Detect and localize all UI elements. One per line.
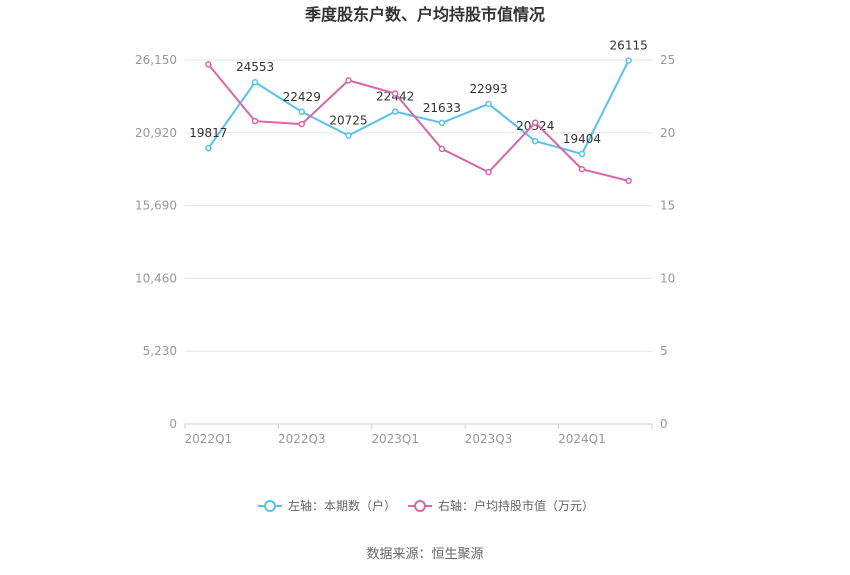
y-left-tick-label: 26,150 [135, 53, 177, 67]
series: 1981724553224292072522442216332299320324… [189, 38, 648, 185]
y-axis-left: 0 5,230 10,460 15,690 20,920 26,150 [135, 53, 177, 431]
y-left-tick-label: 15,690 [135, 199, 177, 213]
data-label: 22429 [283, 90, 321, 104]
legend-marker [414, 500, 426, 512]
data-point[interactable] [205, 61, 212, 68]
legend-item-1[interactable]: 右轴：户均持股市值（万元） [408, 498, 594, 513]
data-point[interactable] [578, 150, 586, 158]
data-point[interactable] [391, 108, 399, 115]
data-point[interactable] [532, 119, 539, 126]
data-point[interactable] [438, 119, 446, 127]
legend-item-0[interactable]: 左轴：本期数（户） [258, 498, 396, 513]
x-tick-label: 2023Q1 [371, 432, 419, 446]
legend[interactable]: 左轴：本期数（户） 右轴：户均持股市值（万元） [258, 498, 594, 513]
data-point[interactable] [485, 100, 492, 108]
data-point[interactable] [625, 177, 632, 185]
x-tick-label: 2024Q1 [558, 432, 606, 446]
x-tick-label: 2022Q3 [278, 432, 326, 446]
y-axis-right: 0 5 10 15 20 25 [660, 53, 675, 431]
x-tick-label: 2022Q1 [185, 432, 233, 446]
legend-label: 左轴：本期数（户） [288, 498, 396, 513]
y-left-tick-label: 20,920 [135, 126, 177, 140]
data-label: 22993 [469, 82, 507, 96]
data-point[interactable] [625, 57, 632, 64]
series-line-1 [207, 63, 629, 182]
series-line-0 [207, 60, 630, 156]
data-label: 20725 [329, 114, 367, 128]
data-point[interactable] [251, 78, 259, 86]
legend-marker [264, 500, 276, 512]
grid [185, 59, 652, 425]
data-point[interactable] [438, 145, 446, 153]
data-point[interactable] [578, 165, 586, 173]
data-label: 20324 [516, 119, 554, 133]
data-point[interactable] [298, 108, 305, 116]
y-right-tick-label: 0 [660, 417, 668, 431]
data-point[interactable] [345, 132, 352, 139]
data-point[interactable] [485, 168, 492, 176]
data-label: 21633 [423, 101, 461, 115]
data-point[interactable] [205, 144, 212, 152]
data-point[interactable] [391, 90, 399, 97]
y-right-tick-label: 25 [660, 53, 675, 67]
y-left-tick-label: 10,460 [135, 271, 177, 285]
data-point[interactable] [345, 77, 352, 84]
y-right-tick-label: 5 [660, 344, 668, 358]
y-left-tick-label: 0 [169, 417, 177, 431]
y-right-tick-label: 15 [660, 199, 675, 213]
y-left-tick-label: 5,230 [143, 344, 177, 358]
x-axis: 2022Q1 2022Q3 2023Q1 2023Q3 2024Q1 [184, 424, 653, 446]
legend-label: 右轴：户均持股市值（万元） [438, 498, 594, 513]
data-point[interactable] [532, 137, 539, 145]
data-label: 19817 [189, 126, 227, 140]
data-point[interactable] [251, 117, 259, 125]
y-right-tick-label: 20 [660, 126, 675, 140]
data-point[interactable] [298, 120, 305, 128]
source-note: 数据来源：恒生聚源 [366, 547, 483, 562]
x-tick-label: 2023Q3 [465, 432, 513, 446]
y-right-tick-label: 10 [660, 271, 675, 285]
data-label: 24553 [236, 60, 274, 74]
data-label: 19404 [563, 132, 601, 146]
chart-title: 季度股东户数、户均持股市值情况 [304, 5, 545, 24]
data-label: 26115 [610, 38, 648, 52]
